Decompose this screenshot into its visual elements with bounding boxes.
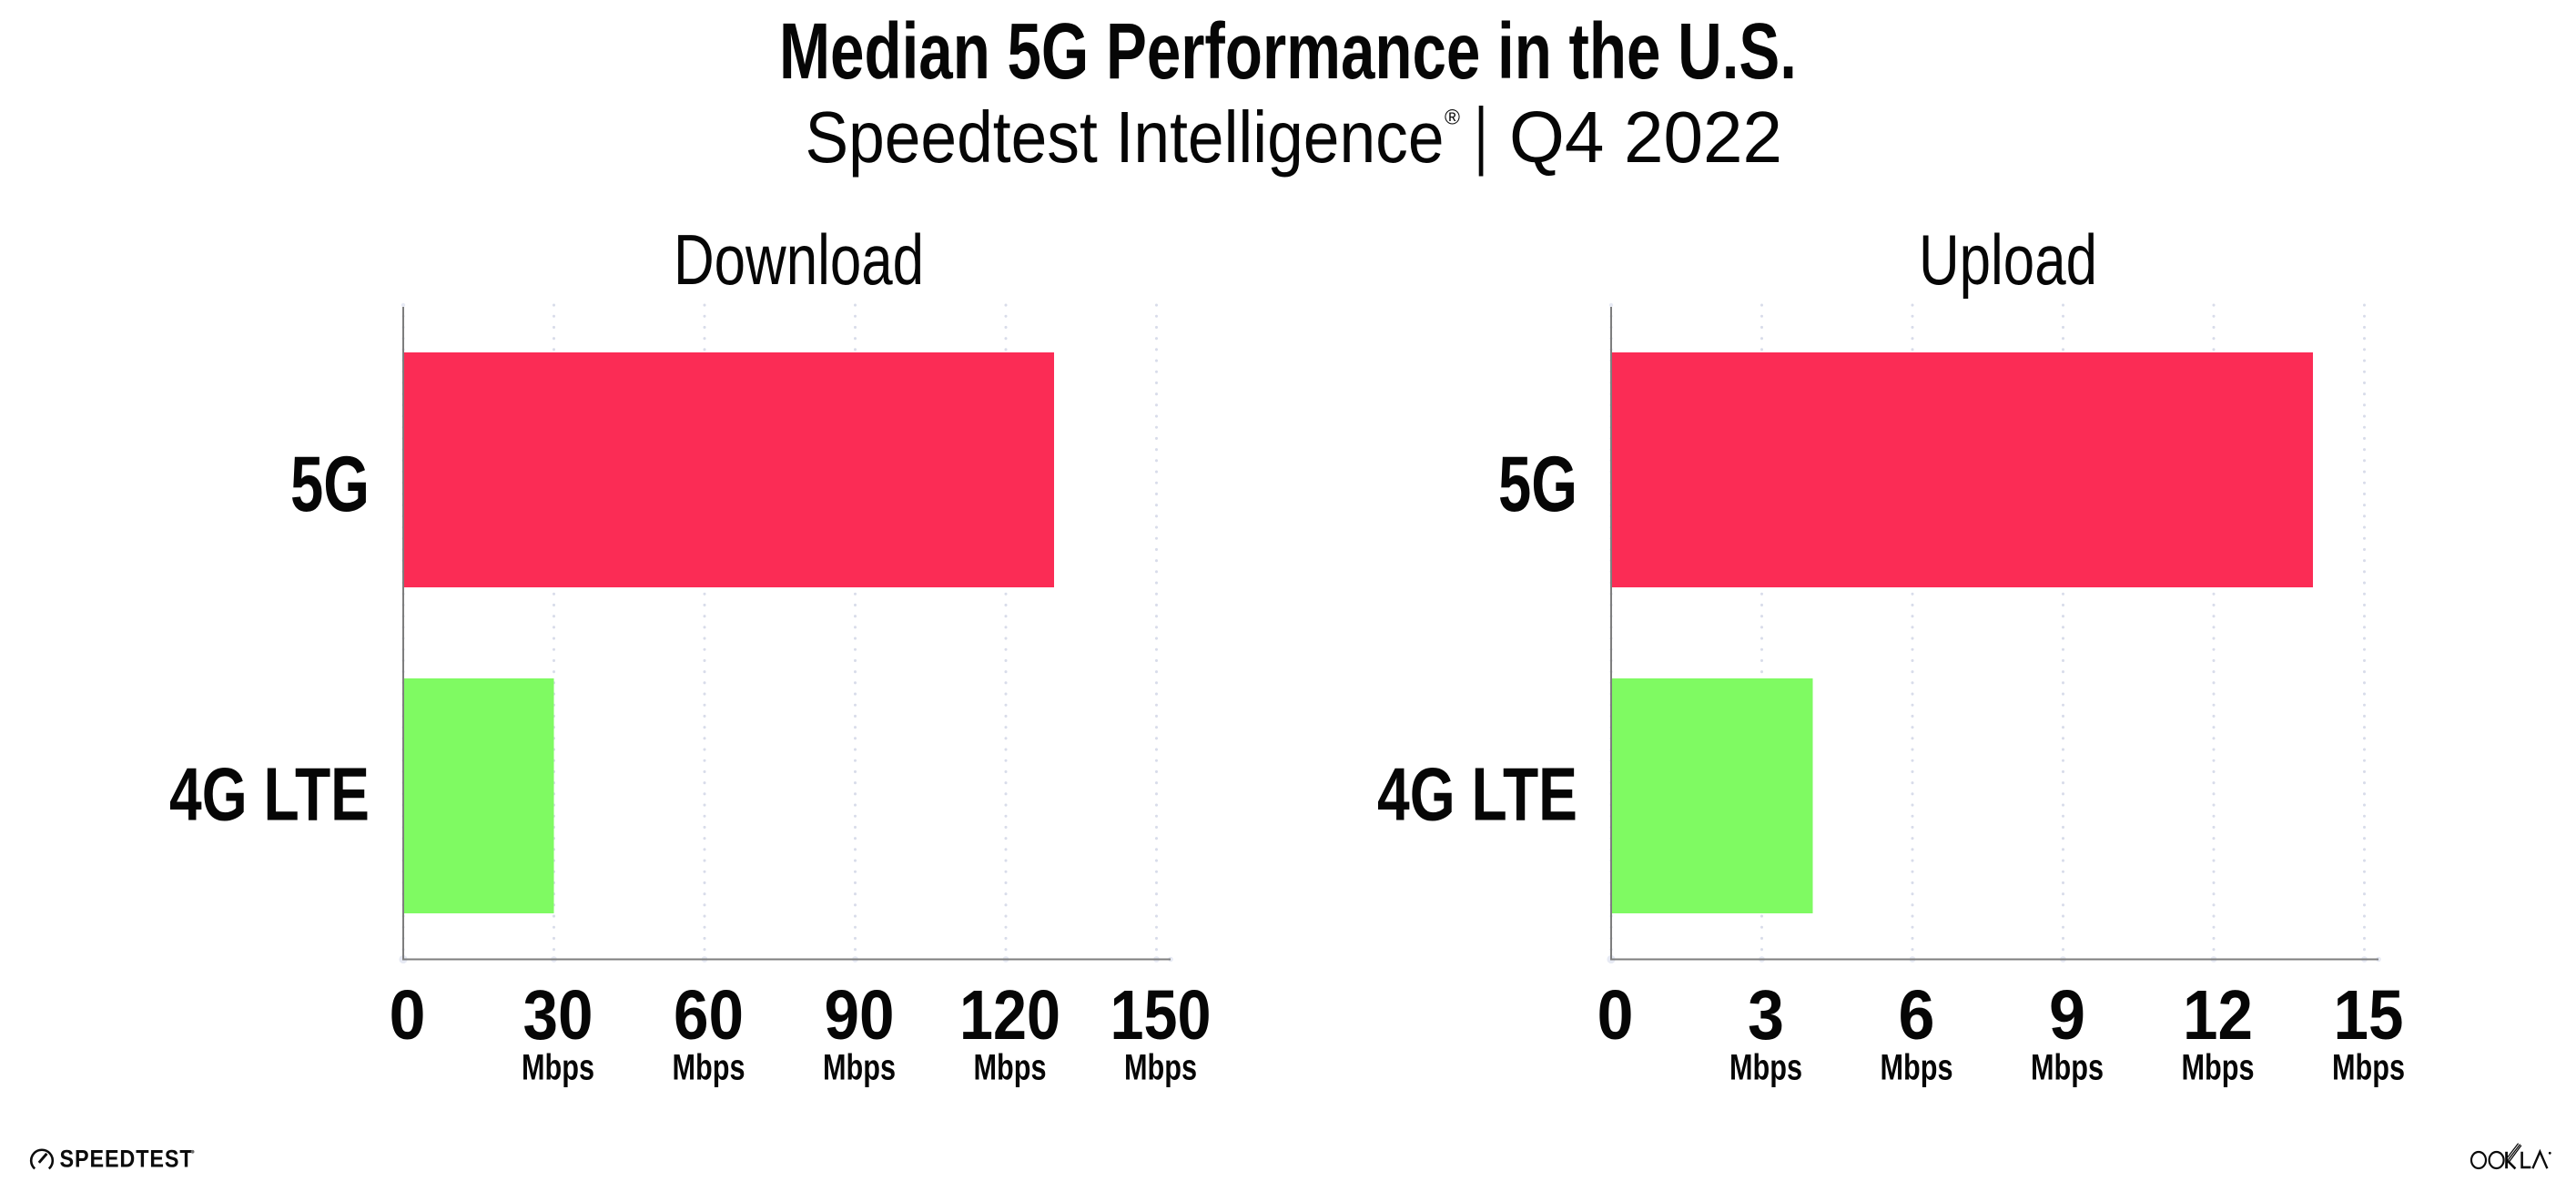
svg-text:Mbps: Mbps (823, 1048, 896, 1088)
svg-text:Mbps: Mbps (1881, 1048, 1953, 1088)
svg-text:®: ® (1445, 106, 1460, 129)
svg-text:Median 5G Performance in the U: Median 5G Performance in the U.S. (779, 7, 1797, 96)
svg-text:SPEEDTEST: SPEEDTEST (60, 1146, 194, 1173)
svg-text:3: 3 (1748, 976, 1784, 1054)
svg-text:15: 15 (2334, 976, 2404, 1054)
svg-text:150: 150 (1111, 976, 1212, 1054)
svg-text:0: 0 (390, 976, 426, 1054)
svg-text:6: 6 (1899, 976, 1935, 1054)
svg-text:4G LTE: 4G LTE (1377, 752, 1577, 837)
svg-text:Mbps: Mbps (2031, 1048, 2104, 1088)
svg-text:5G: 5G (290, 441, 370, 528)
svg-text:12: 12 (2183, 976, 2253, 1054)
svg-text:Q4 2022: Q4 2022 (1509, 97, 1782, 178)
svg-text:Mbps: Mbps (1729, 1048, 1802, 1088)
svg-text:60: 60 (674, 976, 744, 1054)
svg-text:5G: 5G (1498, 441, 1577, 528)
svg-text:9: 9 (2049, 976, 2085, 1054)
svg-text:30: 30 (523, 976, 593, 1054)
svg-text:0: 0 (1597, 976, 1634, 1054)
svg-text:Upload: Upload (1919, 219, 2097, 300)
svg-text:Speedtest Intelligence: Speedtest Intelligence (806, 97, 1445, 178)
svg-text:Mbps: Mbps (974, 1048, 1047, 1088)
svg-text:Mbps: Mbps (1124, 1048, 1197, 1088)
svg-text:Download: Download (674, 219, 924, 300)
svg-text:4G LTE: 4G LTE (169, 752, 370, 837)
svg-text:120: 120 (959, 976, 1060, 1054)
svg-text:Mbps: Mbps (2182, 1048, 2255, 1088)
svg-text:Mbps: Mbps (522, 1048, 594, 1088)
svg-text:Mbps: Mbps (673, 1048, 745, 1088)
svg-text:90: 90 (825, 976, 895, 1054)
svg-text:Mbps: Mbps (2332, 1048, 2405, 1088)
